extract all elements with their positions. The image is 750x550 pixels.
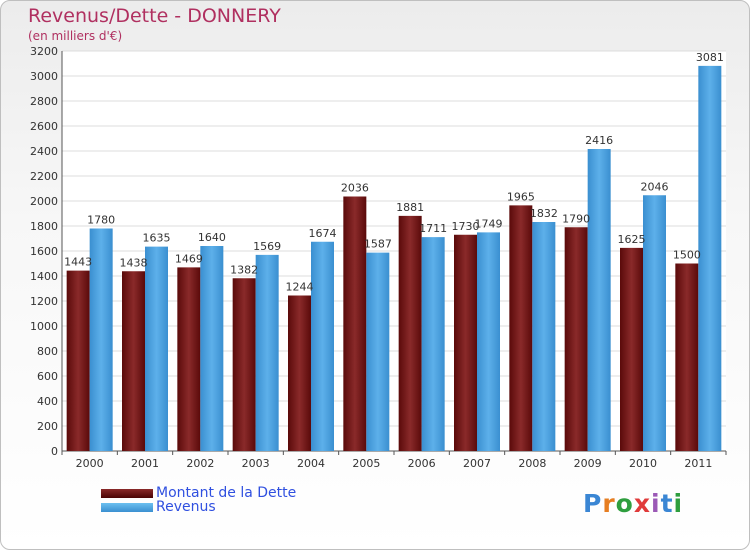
logo-letter: x	[633, 489, 651, 518]
x-tick-label: 2009	[574, 457, 602, 470]
bar-revenus	[366, 252, 390, 451]
x-tick-label: 2002	[186, 457, 214, 470]
bar-debt	[620, 247, 643, 451]
bar-debt	[66, 270, 90, 451]
data-label-revenus: 3081	[696, 51, 724, 64]
x-tick-label: 2010	[629, 457, 657, 470]
y-tick-label: 1800	[30, 220, 58, 233]
y-tick-label: 2400	[30, 145, 58, 158]
data-label-revenus: 1832	[530, 207, 558, 220]
x-tick-label: 2005	[352, 457, 380, 470]
data-label-revenus: 1780	[87, 214, 115, 227]
bar-revenus	[643, 195, 666, 451]
y-tick-label: 2200	[30, 170, 58, 183]
bar-revenus	[532, 222, 556, 451]
data-label-debt: 1965	[507, 190, 535, 203]
data-label-debt: 1730	[452, 220, 480, 233]
y-tick-label: 800	[37, 345, 58, 358]
y-tick-label: 1000	[30, 320, 58, 333]
logo-letter: o	[615, 489, 634, 518]
data-label-debt: 1469	[175, 252, 203, 265]
bar-debt	[509, 205, 533, 451]
bar-debt	[398, 215, 422, 451]
data-label-debt: 1790	[562, 212, 590, 225]
bar-debt	[177, 267, 201, 451]
data-label-revenus: 1640	[198, 231, 226, 244]
bar-debt	[675, 263, 699, 451]
bar-revenus	[421, 237, 445, 451]
bar-revenus	[587, 149, 611, 451]
data-label-revenus: 1674	[309, 227, 337, 240]
bar-debt	[288, 295, 311, 451]
bars	[66, 65, 722, 451]
x-tick-label: 2001	[131, 457, 159, 470]
x-tick-label: 2011	[684, 457, 712, 470]
data-label-revenus: 1749	[475, 217, 503, 230]
data-label-revenus: 1635	[143, 232, 171, 245]
y-tick-label: 200	[37, 420, 58, 433]
bar-revenus	[698, 65, 722, 451]
legend-swatch-revenus	[101, 503, 153, 512]
y-tick-label: 1200	[30, 295, 58, 308]
y-tick-label: 1400	[30, 270, 58, 283]
data-label-revenus: 1711	[419, 222, 447, 235]
grid-lines	[62, 50, 726, 452]
bar-debt	[232, 278, 256, 451]
logo-letter: i	[673, 489, 684, 518]
logo-letter: P	[583, 489, 603, 518]
data-label-debt: 1500	[673, 249, 701, 262]
data-labels: 1443 1780 1438 1635 1469 1640 1382 1569 1244 1674…	[64, 51, 724, 294]
proxiti-logo: Proxiti	[583, 489, 683, 518]
chart-subtitle: (en milliers d'€)	[28, 29, 123, 43]
bar-revenus	[200, 246, 224, 451]
data-label-debt: 1382	[230, 263, 258, 276]
y-tick-label: 1600	[30, 245, 58, 258]
bar-debt	[454, 234, 477, 451]
axes: 0 200 400 600 800 1000 1200 1400 1600 1800 2000 220…	[30, 45, 727, 470]
bar-revenus	[311, 241, 334, 451]
y-tick-label: 0	[51, 445, 58, 458]
y-tick-label: 400	[37, 395, 58, 408]
y-tick-label: 2800	[30, 95, 58, 108]
data-label-debt: 1438	[120, 256, 148, 269]
bar-revenus	[89, 228, 113, 451]
data-label-debt: 1881	[396, 201, 424, 214]
bar-revenus	[145, 246, 168, 451]
data-label-debt: 2036	[341, 182, 369, 195]
y-tick-label: 3200	[30, 45, 58, 58]
bar-debt	[564, 227, 588, 451]
x-tick-label: 2004	[297, 457, 325, 470]
data-label-debt: 1625	[618, 233, 646, 246]
bar-revenus	[255, 254, 279, 451]
y-tick-label: 2600	[30, 120, 58, 133]
y-tick-label: 3000	[30, 70, 58, 83]
data-label-revenus: 2046	[641, 180, 669, 193]
bar-debt	[122, 271, 145, 451]
logo-letter: t	[660, 489, 674, 518]
x-tick-label: 2007	[463, 457, 491, 470]
legend-label-revenus: Revenus	[156, 499, 216, 515]
x-tick-label: 2000	[76, 457, 104, 470]
logo-letter: i	[651, 489, 661, 518]
chart-title: Revenus/Dette - DONNERY	[28, 5, 281, 27]
y-tick-label: 2000	[30, 195, 58, 208]
x-tick-label: 2003	[242, 457, 270, 470]
x-tick-label: 2006	[408, 457, 436, 470]
data-label-revenus: 2416	[585, 134, 613, 147]
legend-label-debt: Montant de la Dette	[156, 485, 297, 501]
data-label-debt: 1244	[286, 281, 314, 294]
data-label-revenus: 1587	[364, 238, 392, 251]
bar-revenus	[477, 232, 500, 451]
logo-letter: r	[602, 489, 616, 518]
y-tick-label: 600	[37, 370, 58, 383]
data-label-revenus: 1569	[253, 240, 281, 253]
data-label-debt: 1443	[64, 256, 92, 269]
bar-debt	[343, 196, 367, 451]
legend-swatch-debt	[101, 489, 153, 498]
x-tick-label: 2008	[518, 457, 546, 470]
